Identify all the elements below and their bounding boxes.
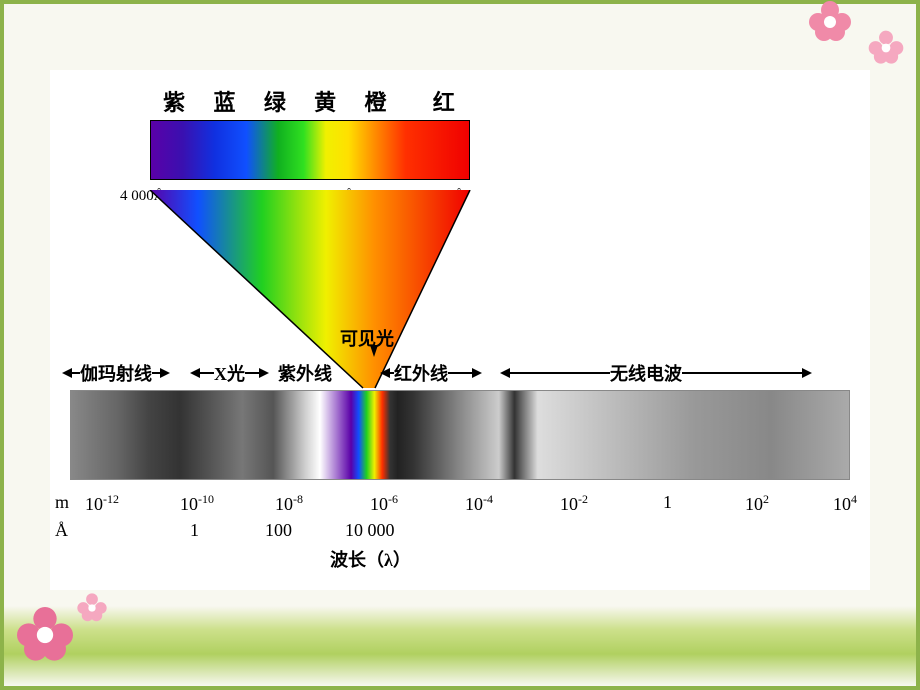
m-tick-1e-10: 10-10 (180, 492, 214, 515)
m-tick-1e2: 102 (745, 492, 769, 515)
color-label-red: 红 (433, 85, 457, 117)
color-label-violet: 紫 (163, 85, 187, 117)
flower-decoration-top-2 (860, 22, 912, 74)
color-label-blue: 蓝 (213, 85, 237, 117)
region-ir: 红外线 (380, 360, 482, 386)
arrow-left-icon (500, 368, 510, 378)
region-label-ir: 红外线 (394, 360, 448, 386)
region-gamma: 伽玛射线 (62, 360, 170, 386)
color-label-yellow: 黄 (314, 85, 338, 117)
arrow-right-icon (259, 368, 269, 378)
m-tick-1: 1 (663, 492, 672, 513)
axis-unit-angstrom: Å (55, 520, 68, 541)
m-tick-1e4: 104 (833, 492, 857, 515)
arrow-left-icon (190, 368, 200, 378)
arrow-left-icon (62, 368, 72, 378)
axis-unit-m: m (55, 492, 69, 513)
m-tick-1e-4: 10-4 (465, 492, 493, 515)
axis-title-wavelength: 波长（λ） (330, 546, 411, 572)
region-label-radio: 无线电波 (610, 360, 682, 386)
arrow-left-icon (380, 368, 390, 378)
m-tick-1e-8: 10-8 (275, 492, 303, 515)
region-radio: 无线电波 (500, 360, 812, 386)
a-tick-1: 1 (190, 520, 199, 541)
full-em-spectrum-band (70, 390, 850, 480)
region-label-uv: 紫外线 (278, 360, 332, 386)
wavelength-axis-angstrom: Å 1 100 10 000 (55, 520, 865, 544)
visible-light-label: 可见光 (340, 325, 394, 351)
color-label-orange: 橙 (364, 85, 388, 117)
arrow-right-icon (160, 368, 170, 378)
visible-spectrum-bar (150, 120, 470, 180)
arrow-right-icon (472, 368, 482, 378)
visible-spectrum-color-labels: 紫 蓝 绿 黄 橙 红 (150, 85, 470, 117)
region-xray: X光 (190, 360, 269, 386)
wavelength-axis-meters: m 10-12 10-10 10-8 10-6 10-4 10-2 1 102 … (55, 492, 865, 520)
region-uv: 紫外线 (278, 360, 332, 386)
m-tick-1e-2: 10-2 (560, 492, 588, 515)
diagram-panel: 紫 蓝 绿 黄 橙 红 4 000Å 6 000Å 7 000Å 可见光 (50, 70, 870, 590)
m-tick-1e-12: 10-12 (85, 492, 119, 515)
a-tick-10000: 10 000 (345, 520, 395, 541)
region-label-gamma: 伽玛射线 (80, 360, 152, 386)
em-region-labels-row: 伽玛射线 X光 紫外线 红外线 无线电波 (50, 360, 870, 390)
flower-decoration-bottom-2 (70, 586, 114, 630)
m-tick-1e-6: 10-6 (370, 492, 398, 515)
flower-decoration-top-1 (800, 0, 860, 52)
region-label-xray: X光 (214, 360, 245, 386)
a-tick-100: 100 (265, 520, 292, 541)
arrow-right-icon (802, 368, 812, 378)
visible-light-arrow-icon (370, 345, 378, 357)
color-label-green: 绿 (264, 85, 288, 117)
